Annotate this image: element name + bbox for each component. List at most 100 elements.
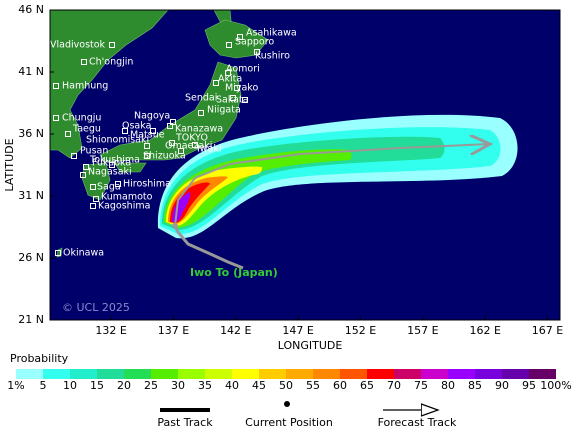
x-tick-label: 152 E: [345, 324, 376, 337]
current-position: [172, 223, 178, 229]
scale-label: 5: [40, 379, 47, 392]
scale-cell: [97, 369, 124, 379]
scale-label: 50: [279, 379, 293, 392]
legend-label: Past Track: [157, 416, 213, 429]
scale-cell: [448, 369, 475, 379]
city-label: Kumamoto: [101, 192, 153, 203]
scale-label: 20: [117, 379, 131, 392]
scale-cell: [16, 369, 43, 379]
scale-cell: [43, 369, 70, 379]
city-label: Taegu: [72, 124, 101, 135]
city-marker: [230, 95, 236, 101]
scale-label: 1%: [7, 379, 24, 392]
x-axis-label: LONGITUDE: [278, 339, 343, 352]
city-marker: [144, 153, 150, 159]
probability-scale: 1% 5 10 15 20 25 30 35 40 45 50 55 60 65 70 75 80 85 90 95 1…: [7, 369, 572, 392]
city-marker: [109, 42, 115, 48]
city-label: Ch'ongjin: [89, 57, 133, 68]
scale-label: 90: [495, 379, 509, 392]
scale-label: 65: [360, 379, 374, 392]
scale-title: Probability: [10, 352, 69, 365]
y-tick-label: 36 N: [18, 127, 44, 140]
scale-cell: [151, 369, 178, 379]
city-marker: [55, 250, 61, 256]
copyright: © UCL 2025: [62, 301, 130, 314]
x-tick-label: 167 E: [532, 324, 563, 337]
scale-cell: [421, 369, 448, 379]
scale-cell: [124, 369, 151, 379]
city-label: Saga: [97, 182, 121, 193]
storm-origin-label: Iwo To (Japan): [190, 266, 278, 279]
city-marker: [80, 172, 86, 178]
city-label: Iwaki: [197, 144, 222, 155]
scale-label: 75: [414, 379, 428, 392]
x-tick-label: 132 E: [95, 324, 126, 337]
city-marker: [254, 49, 260, 55]
forecast-track: [174, 144, 490, 227]
city-label: Sendai: [185, 93, 217, 104]
scale-cell: [178, 369, 205, 379]
city-marker: [150, 128, 156, 134]
current-position-symbol: [284, 401, 290, 407]
y-tick-label: 31 N: [18, 189, 44, 202]
city-marker: [115, 181, 121, 187]
scale-label: 85: [468, 379, 482, 392]
x-tick-label: 147 E: [282, 324, 313, 337]
scale-label: 100%: [540, 379, 571, 392]
city-marker: [237, 34, 243, 40]
city-label: Akita: [218, 74, 242, 85]
scale-label: 60: [333, 379, 347, 392]
city-marker: [178, 148, 184, 154]
scale-label: 40: [225, 379, 239, 392]
city-label: Okinawa: [63, 248, 104, 259]
scale-label: 10: [63, 379, 77, 392]
city-label: Hamhung: [62, 81, 108, 92]
x-tick-label: 157 E: [407, 324, 438, 337]
legend-label: Current Position: [245, 416, 333, 429]
city-label: Aomori: [226, 64, 260, 75]
city-marker: [213, 80, 219, 86]
y-tick-label: 46 N: [18, 3, 44, 16]
city-label: Hiroshima: [123, 179, 171, 190]
scale-label: 55: [306, 379, 320, 392]
x-tick-label: 142 E: [220, 324, 251, 337]
y-tick-label: 26 N: [18, 251, 44, 264]
swath-band: [164, 149, 352, 228]
city-label: Niigata: [207, 105, 241, 116]
scale-label: 15: [90, 379, 104, 392]
city-label: Omaezaki: [165, 141, 212, 152]
city-label: Vladivostok: [50, 40, 106, 51]
city-label: TOKYO: [175, 133, 208, 144]
y-tick-label: 41 N: [18, 65, 44, 78]
scale-label: 25: [144, 379, 158, 392]
scale-cell: [367, 369, 394, 379]
city-marker: [53, 115, 59, 121]
y-tick-label: 21 N: [18, 313, 44, 326]
city-marker: [83, 164, 89, 170]
city-marker: [144, 143, 150, 149]
scale-label: 30: [171, 379, 185, 392]
city-label: Pusan: [80, 146, 108, 157]
scale-label: 80: [441, 379, 455, 392]
city-label: Tokushima: [89, 155, 140, 166]
city-label: Miyako: [225, 83, 258, 94]
scale-cell: [286, 369, 313, 379]
legend-label: Forecast Track: [378, 416, 457, 429]
city-marker: [109, 162, 115, 168]
city-label: Matsue: [130, 130, 165, 141]
city-marker: [234, 85, 240, 91]
city-marker: [90, 184, 96, 190]
city-label: Sakata: [216, 95, 249, 106]
scale-label: 95: [522, 379, 536, 392]
city-marker: [53, 83, 59, 89]
city-marker: [198, 110, 204, 116]
city-marker: [65, 131, 71, 137]
city-label: Osaka: [122, 121, 151, 132]
city-marker: [81, 59, 87, 65]
city-marker: [226, 42, 232, 48]
city-label: Chungju: [62, 113, 101, 124]
land: [50, 10, 269, 258]
city-marker: [71, 153, 77, 159]
